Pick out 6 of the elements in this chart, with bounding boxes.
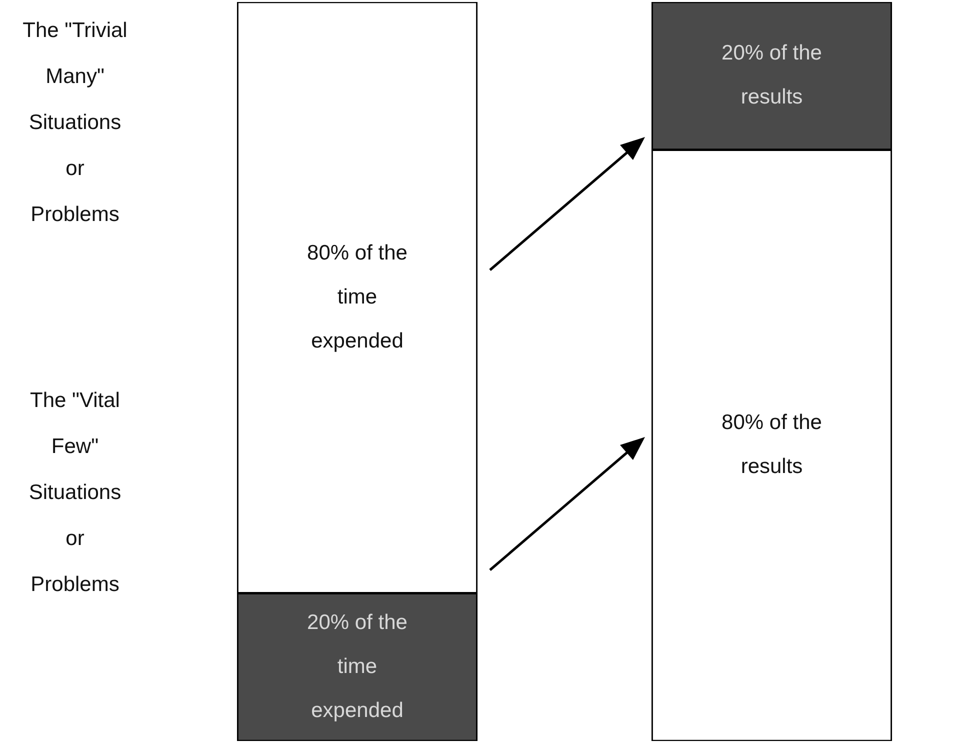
text: The "Vital Few" Situations or Problems — [28, 388, 122, 598]
data-label: 20% of the results — [722, 42, 822, 109]
data-label: 80% of the results — [722, 411, 822, 478]
data-label: 80% of the time expended — [307, 241, 408, 352]
data-label: 20% of the time expended — [307, 610, 408, 722]
text: The "Trivial Many" Situations or Problems — [22, 18, 128, 228]
